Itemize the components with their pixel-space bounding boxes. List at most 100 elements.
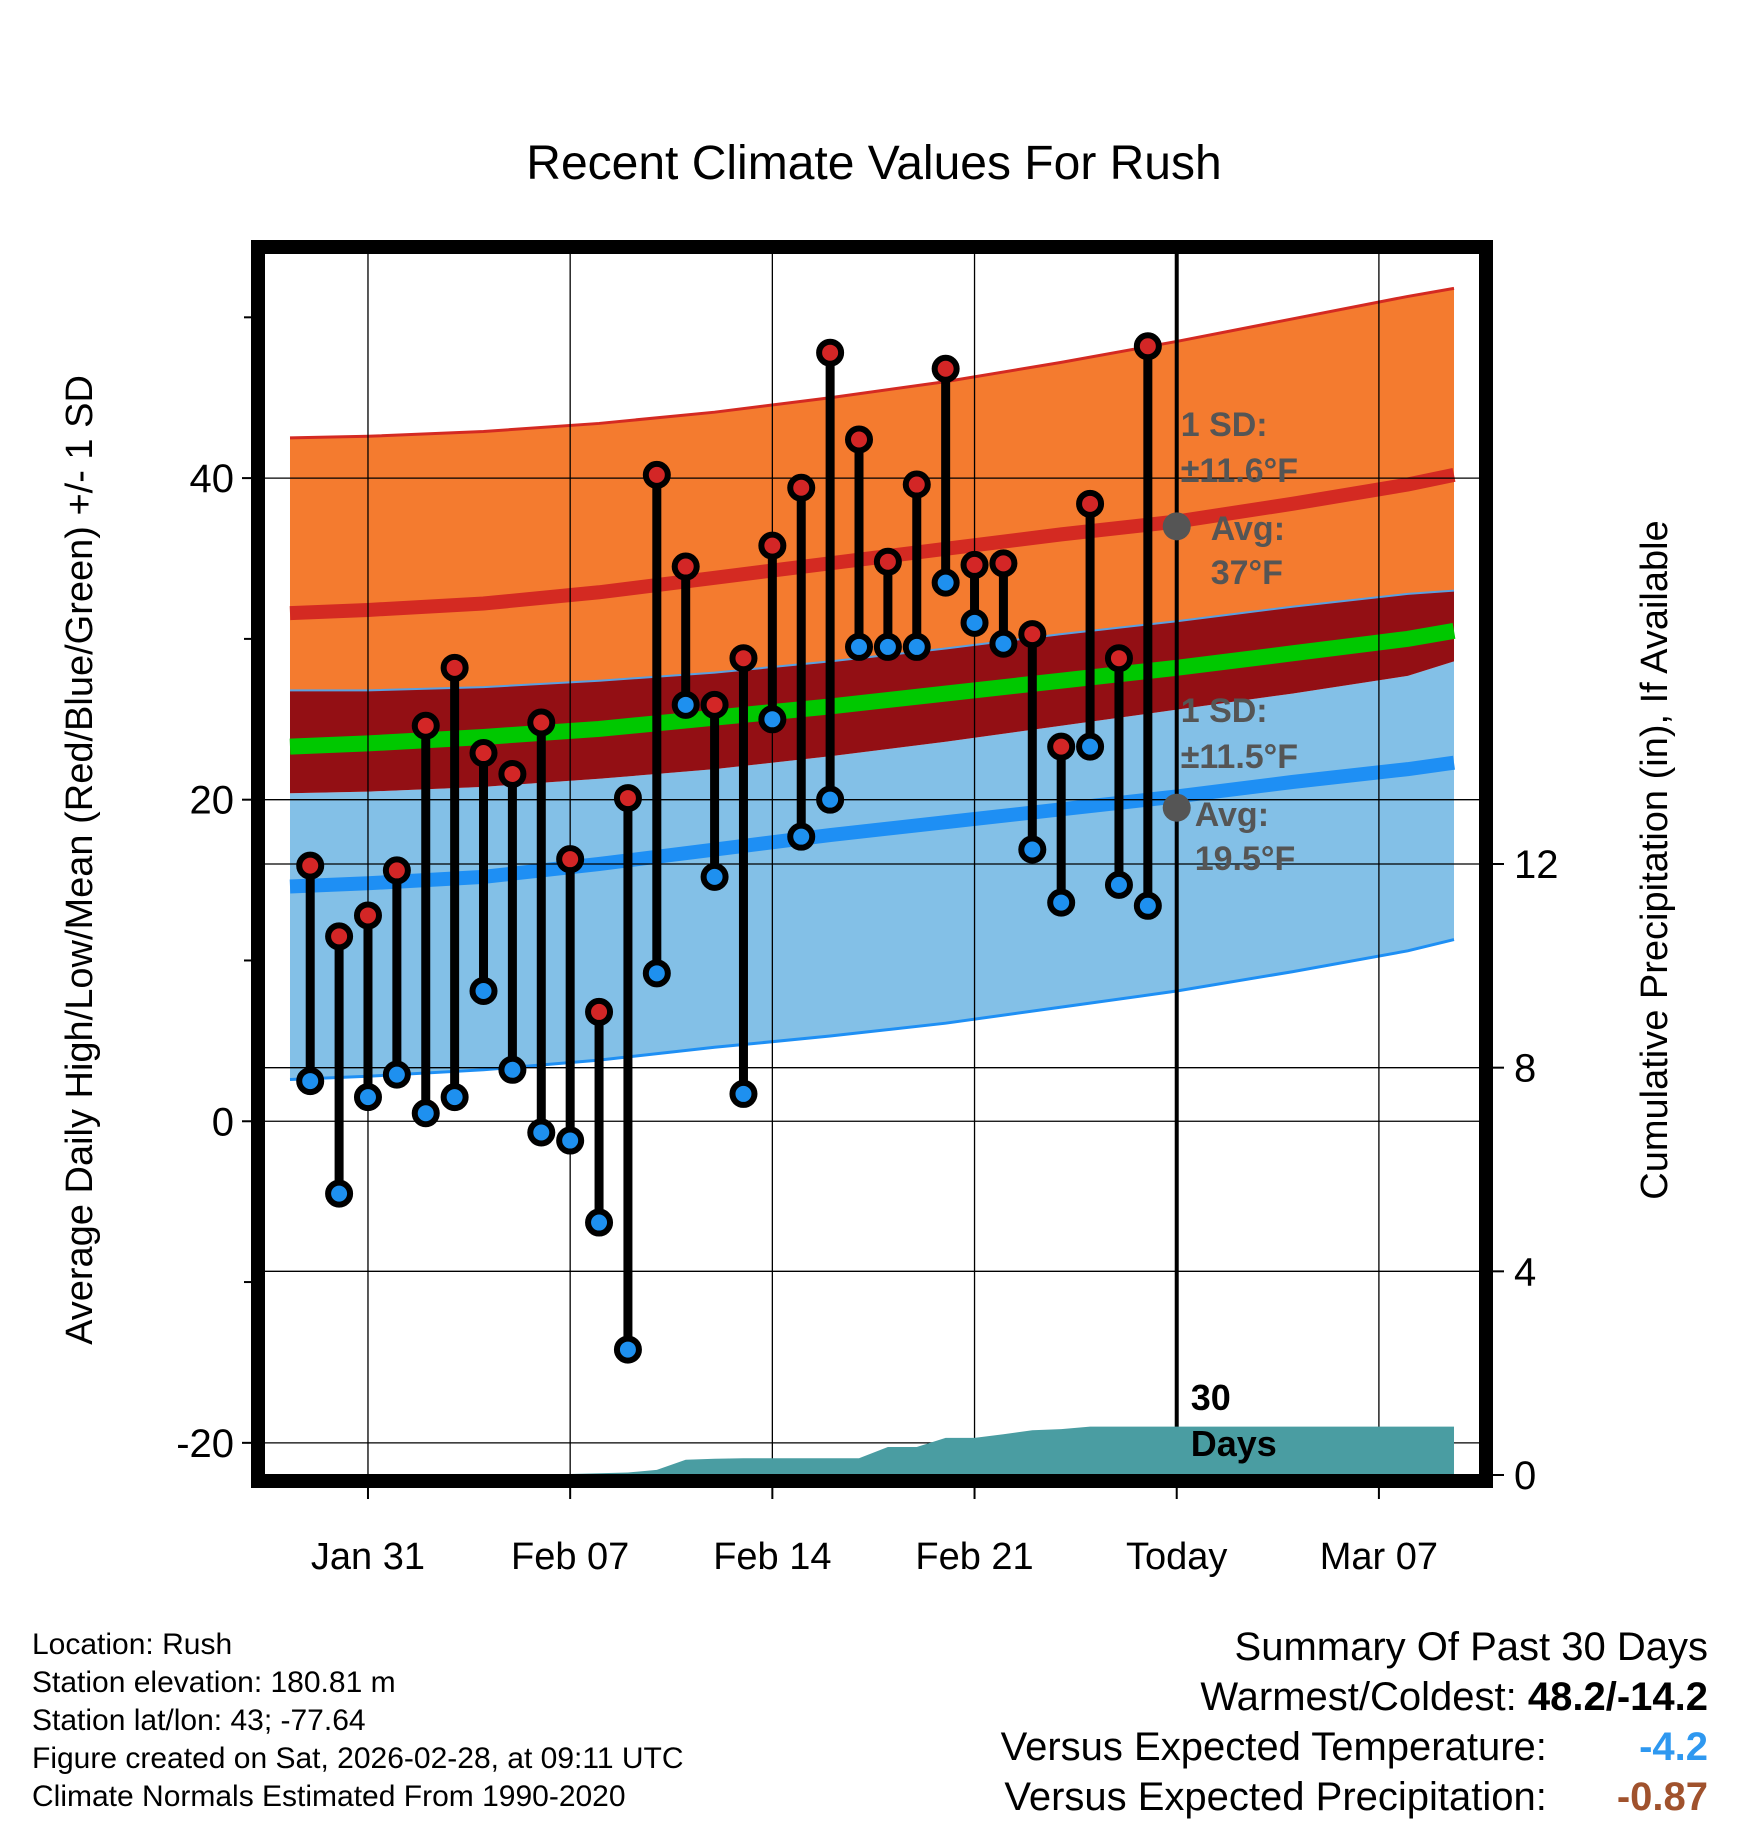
warm-cold-row: Warmest/Coldest: 48.2/-14.2 bbox=[1001, 1672, 1708, 1722]
elevation-text: Station elevation: 180.81 m bbox=[32, 1666, 396, 1699]
y-tick-label: 0 bbox=[212, 1100, 234, 1144]
precip-anomaly-value: -0.87 bbox=[1616, 1775, 1708, 1819]
plot-frame bbox=[251, 240, 1493, 1488]
daily-low-point bbox=[440, 1083, 469, 1112]
normal-high-marker bbox=[1162, 512, 1191, 541]
y-tick-label: 20 bbox=[190, 779, 235, 823]
high-sd-upper-line bbox=[289, 286, 1455, 440]
daily-low-point bbox=[585, 1208, 614, 1237]
daily-high-point bbox=[960, 550, 989, 579]
daily-high-point bbox=[296, 851, 325, 880]
x-tick-label: Feb 14 bbox=[713, 1536, 831, 1578]
latlon-text: Station lat/lon: 43; -77.64 bbox=[32, 1704, 366, 1737]
daily-low-point bbox=[642, 959, 671, 988]
temp-anomaly-value: -4.2 bbox=[1639, 1725, 1708, 1769]
daily-low-point bbox=[527, 1118, 556, 1147]
normal-mean-line bbox=[289, 622, 1456, 755]
y2-tick-label: 8 bbox=[1514, 1047, 1536, 1091]
daily-low-point bbox=[382, 1060, 411, 1089]
precip-anomaly-row: Versus Expected Precipitation: -0.87 bbox=[1001, 1772, 1708, 1822]
x-tick-label: Feb 07 bbox=[511, 1536, 629, 1578]
daily-low-point bbox=[960, 608, 989, 637]
daily-high-point bbox=[989, 549, 1018, 578]
daily-high-point bbox=[585, 997, 614, 1026]
chart-title: Recent Climate Values For Rush bbox=[526, 137, 1222, 190]
daily-low-point bbox=[1018, 835, 1047, 864]
daily-high-point bbox=[729, 644, 758, 673]
normal-low-line bbox=[289, 755, 1455, 894]
x-tick-label: Jan 31 bbox=[311, 1536, 425, 1578]
x-tick-label: Feb 21 bbox=[915, 1536, 1033, 1578]
daily-high-point bbox=[353, 901, 382, 930]
daily-high-point bbox=[613, 784, 642, 813]
daily-low-point bbox=[816, 785, 845, 814]
warm-cold-label: Warmest/Coldest: bbox=[1200, 1675, 1517, 1719]
daily-high-point bbox=[469, 739, 498, 768]
low-avg-label: Avg: bbox=[1195, 796, 1269, 834]
temp-anomaly-label: Versus Expected Temperature: bbox=[1000, 1725, 1547, 1769]
daily-low-point bbox=[325, 1179, 354, 1208]
daily-high-point bbox=[440, 653, 469, 682]
high-sd-value: ±11.6°F bbox=[1181, 452, 1298, 490]
daily-high-point bbox=[382, 856, 411, 885]
daily-low-point bbox=[1133, 891, 1162, 920]
normals-text: Climate Normals Estimated From 1990-2020 bbox=[32, 1780, 626, 1813]
daily-high-point bbox=[556, 845, 585, 874]
temp-anomaly-row: Versus Expected Temperature: -4.2 bbox=[1001, 1722, 1708, 1772]
daily-high-point bbox=[787, 473, 816, 502]
daily-low-point bbox=[1076, 732, 1105, 761]
daily-low-point bbox=[498, 1055, 527, 1084]
daily-high-point bbox=[931, 354, 960, 383]
daily-low-point bbox=[1104, 870, 1133, 899]
climate-chart: 1 SD: ±11.6°F Avg: 37°F 1 SD: ±11.5°F Avg: 19.5… bbox=[59, 240, 1676, 1600]
location-text: Location: Rush bbox=[32, 1628, 233, 1661]
daily-high-point bbox=[498, 759, 527, 788]
high-avg-value: 37°F bbox=[1211, 554, 1283, 592]
daily-low-point bbox=[353, 1083, 382, 1112]
daily-high-point bbox=[758, 531, 787, 560]
daily-high-point bbox=[845, 425, 874, 454]
daily-high-point bbox=[671, 552, 700, 581]
cumulative-precip-area bbox=[264, 1426, 1455, 1475]
daily-low-point bbox=[873, 632, 902, 661]
daily-low-point bbox=[556, 1126, 585, 1155]
summary-panel: Summary Of Past 30 Days Warmest/Coldest:… bbox=[1001, 1622, 1708, 1822]
daily-high-point bbox=[873, 547, 902, 576]
days-word-label: Days bbox=[1191, 1423, 1277, 1464]
daily-high-point bbox=[1076, 489, 1105, 518]
station-info: Location: Rush Station elevation: 180.81… bbox=[32, 1626, 684, 1816]
daily-low-point bbox=[1047, 888, 1076, 917]
high-avg-label: Avg: bbox=[1211, 510, 1285, 548]
y-axis-label: Average Daily High/Low/Mean (Red/Blue/Gr… bbox=[59, 375, 101, 1345]
daily-high-point bbox=[1104, 644, 1133, 673]
high-sd-label: 1 SD: bbox=[1181, 406, 1268, 444]
created-text: Figure created on Sat, 2026-02-28, at 09… bbox=[32, 1742, 684, 1775]
daily-high-point bbox=[527, 708, 556, 737]
low-sd-lower-line bbox=[289, 938, 1455, 1081]
y2-tick-label: 4 bbox=[1514, 1250, 1536, 1294]
low-avg-value: 19.5°F bbox=[1195, 840, 1296, 878]
y2-axis-label: Cumulative Precipitation (in), If Availa… bbox=[1634, 520, 1676, 1199]
daily-high-point bbox=[325, 922, 354, 951]
daily-low-point bbox=[671, 690, 700, 719]
daily-low-point bbox=[931, 568, 960, 597]
daily-high-point bbox=[816, 338, 845, 367]
daily-low-point bbox=[845, 632, 874, 661]
x-axis-label: Day bbox=[838, 1594, 906, 1600]
daily-low-point bbox=[787, 822, 816, 851]
daily-low-point bbox=[296, 1067, 325, 1096]
daily-low-point bbox=[613, 1335, 642, 1364]
summary-title: Summary Of Past 30 Days bbox=[1234, 1625, 1708, 1669]
low-sd-value: ±11.5°F bbox=[1181, 738, 1298, 776]
normal-low-marker bbox=[1162, 793, 1191, 822]
daily-high-point bbox=[902, 470, 931, 499]
daily-low-point bbox=[989, 629, 1018, 658]
x-tick-label: Mar 07 bbox=[1320, 1536, 1438, 1578]
daily-low-point bbox=[758, 705, 787, 734]
y2-tick-label: 12 bbox=[1514, 843, 1559, 887]
x-tick-label: Today bbox=[1126, 1536, 1227, 1578]
daily-high-point bbox=[1047, 732, 1076, 761]
daily-low-point bbox=[902, 632, 931, 661]
mean-sd-band bbox=[289, 590, 1455, 794]
warm-cold-value: 48.2/-14.2 bbox=[1527, 1675, 1708, 1719]
